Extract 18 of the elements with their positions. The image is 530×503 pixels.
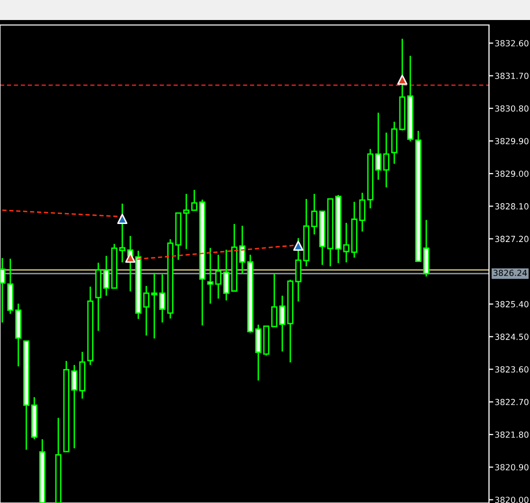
y-tick-label: 3824.50 [495,334,528,340]
y-tick-label: 3823.60 [495,366,528,373]
y-tick-label: 3828.10 [495,203,528,210]
y-tick-label: 3820.90 [495,464,528,470]
y-tick-label: 3822.70 [495,398,528,406]
y-tick-label: 3832.60 [495,40,528,46]
y-tick-label: 3820.00 [495,496,528,503]
point [117,214,128,224]
y-tick-label: 3827.20 [495,236,528,242]
y-tick-label: 3830.80 [495,105,528,112]
y-tick-label: 3831.70 [495,72,528,80]
y-tick-label: 3829.00 [495,170,528,177]
y-tick-label: 3825.40 [495,301,528,308]
point [293,240,304,251]
point [397,74,408,85]
ref-line-label: 3826.24 [494,270,527,276]
y-tick-label: 3821.80 [495,431,528,438]
y-tick-label: 3829.90 [495,138,528,144]
